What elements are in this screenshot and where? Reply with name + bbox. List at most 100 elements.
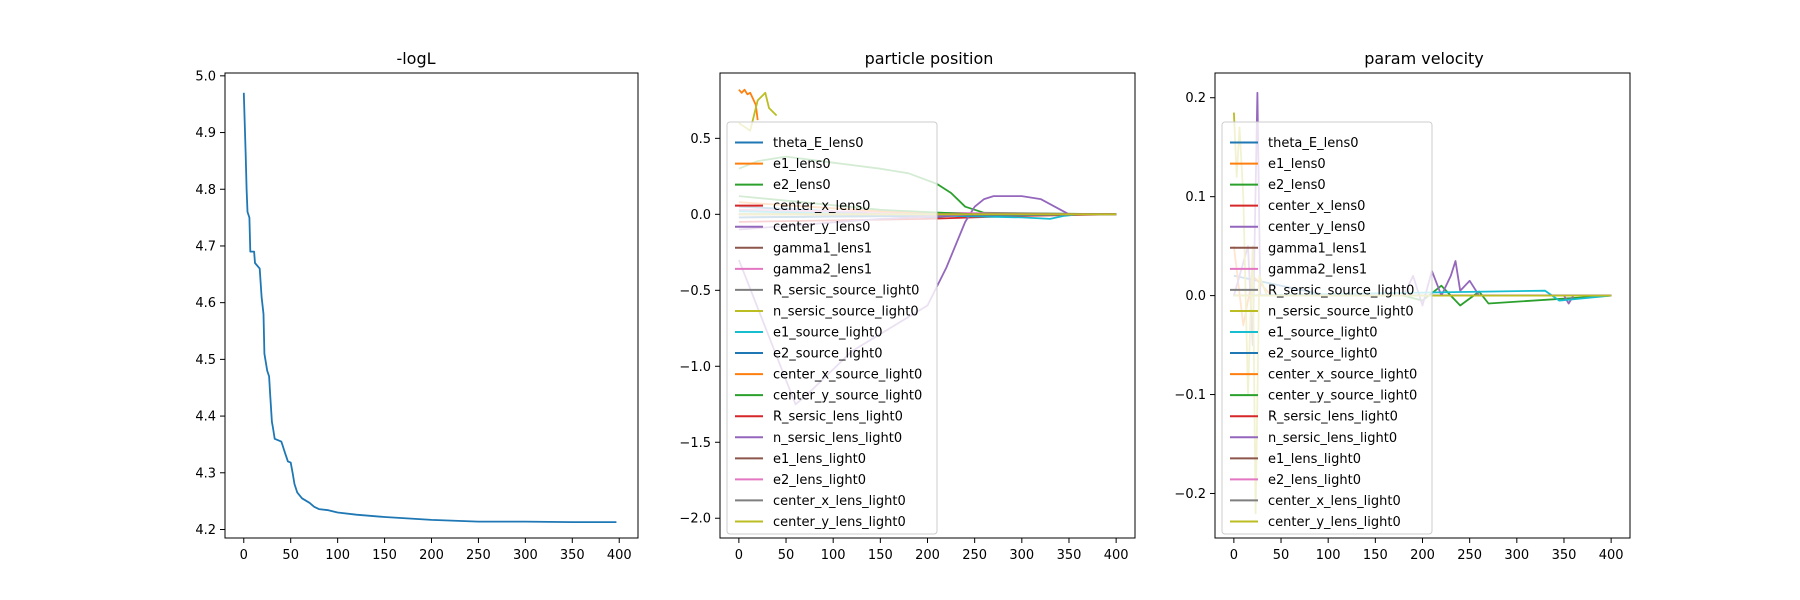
legend-box (1221, 121, 1433, 535)
x-tick-label: 100 (821, 548, 846, 563)
legend-label: theta_E_lens0 (1268, 136, 1359, 151)
legend-label: center_y_source_light0 (773, 389, 922, 404)
y-tick-label: 4.8 (195, 183, 216, 198)
x-tick-label: 350 (1057, 548, 1082, 563)
x-tick-label: 350 (560, 548, 585, 563)
x-tick-label: 250 (466, 548, 491, 563)
legend-label: e1_lens0 (1268, 157, 1326, 172)
y-tick-label: 0.0 (1185, 289, 1206, 304)
x-tick-label: 150 (372, 548, 397, 563)
legend-label: center_y_source_light0 (1268, 389, 1417, 404)
legend-label: gamma2_lens1 (773, 262, 872, 277)
param-velocity-panel: param velocity 0 50 100 150 200 250 300 350 400 −… (1174, 49, 1631, 563)
legend-label: center_y_lens_light0 (773, 515, 906, 530)
neg-log-likelihood-panel: -logL 0 50 100 150 200 250 300 350 400 4.2 4.3 4.4 4… (195, 49, 639, 563)
y-tick-label: −0.2 (1174, 487, 1206, 502)
chart-title: param velocity (1364, 49, 1484, 68)
x-tick-label: 200 (1410, 548, 1435, 563)
legend-label: center_y_lens_light0 (1268, 515, 1401, 530)
chart-title: -logL (396, 49, 435, 68)
legend-label: center_x_source_light0 (1268, 368, 1417, 383)
legend-label: R_sersic_source_light0 (1268, 283, 1414, 298)
legend-label: e2_lens_light0 (773, 473, 866, 488)
plot-area: 0 50 100 150 200 250 300 350 400 −0.2 −0.1 0.0 0.1 0.… (1174, 72, 1631, 563)
x-tick-label: 250 (1457, 548, 1482, 563)
legend-label: e1_lens0 (773, 157, 831, 172)
y-tick-label: −1.5 (679, 436, 711, 451)
x-tick-label: 150 (1363, 548, 1388, 563)
x-tick-label: 150 (868, 548, 893, 563)
plot-area: 0 50 100 150 200 250 300 350 400 4.2 4.3 4.4 4.5 4.6 4… (195, 69, 639, 563)
legend-label: n_sersic_lens_light0 (773, 431, 902, 446)
x-tick-label: 100 (325, 548, 350, 563)
x-tick-label: 0 (240, 548, 248, 563)
legend-label: theta_E_lens0 (773, 136, 864, 151)
legend-label: center_x_lens0 (773, 199, 870, 214)
legend-label: e1_lens_light0 (773, 452, 866, 467)
legend-label: center_x_lens_light0 (773, 494, 906, 509)
y-tick-label: −1.0 (679, 360, 711, 375)
legend-label: e2_source_light0 (1268, 347, 1378, 362)
y-tick-label: 0.5 (690, 132, 711, 147)
x-tick-label: 200 (915, 548, 940, 563)
legend-label: n_sersic_source_light0 (773, 304, 919, 319)
x-tick-label: 400 (607, 548, 632, 563)
legend-label: R_sersic_source_light0 (773, 283, 919, 298)
legend-label: e2_lens0 (773, 178, 831, 193)
y-tick-label: 4.9 (195, 126, 216, 141)
legend-label: center_y_lens0 (773, 220, 870, 235)
y-tick-label: 0.1 (1185, 190, 1206, 205)
chart-title: particle position (865, 49, 994, 68)
legend-label: gamma2_lens1 (1268, 262, 1367, 277)
x-tick-label: 400 (1104, 548, 1129, 563)
legend: theta_E_lens0 e1_lens0 e2_lens0 center_x_le… (726, 121, 938, 535)
legend-label: center_x_lens0 (1268, 199, 1365, 214)
legend-label: e1_source_light0 (1268, 326, 1378, 341)
legend-label: gamma1_lens1 (773, 241, 872, 256)
series-group (242, 92, 617, 523)
series-line-series-0 (242, 92, 617, 523)
x-tick-label: 300 (1504, 548, 1529, 563)
x-tick-label: 400 (1599, 548, 1624, 563)
y-tick-label: −0.5 (679, 284, 711, 299)
legend-label: n_sersic_lens_light0 (1268, 431, 1397, 446)
particle-position-panel: particle position 0 50 100 150 200 250 300 350 4… (679, 49, 1136, 563)
legend-label: R_sersic_lens_light0 (1268, 410, 1398, 425)
y-tick-label: 4.4 (195, 410, 216, 425)
y-tick-label: 0.0 (690, 208, 711, 223)
x-tick-label: 100 (1316, 548, 1341, 563)
x-tick-label: 50 (1273, 548, 1290, 563)
y-tick-label: 4.5 (195, 353, 216, 368)
x-tick-label: 350 (1552, 548, 1577, 563)
legend-label: center_x_source_light0 (773, 368, 922, 383)
legend: theta_E_lens0 e1_lens0 e2_lens0 center_x_le… (1221, 121, 1433, 535)
x-tick-label: 300 (1009, 548, 1034, 563)
x-tick-label: 0 (1230, 548, 1238, 563)
y-tick-label: 4.7 (195, 239, 216, 254)
y-tick-label: 4.6 (195, 296, 216, 311)
series-line-e1_lens0 (738, 88, 759, 121)
x-tick-label: 300 (513, 548, 538, 563)
y-tick-label: −2.0 (679, 512, 711, 527)
plot-area: 0 50 100 150 200 250 300 350 400 −2.0 −1.5 −1.0 −0.5… (679, 72, 1136, 563)
y-tick-label: 4.2 (195, 523, 216, 538)
legend-label: center_y_lens0 (1268, 220, 1365, 235)
y-tick-label: 4.3 (195, 466, 216, 481)
x-tick-label: 50 (282, 548, 299, 563)
y-tick-label: 5.0 (195, 69, 216, 84)
legend-label: center_x_lens_light0 (1268, 494, 1401, 509)
x-tick-label: 50 (778, 548, 795, 563)
legend-label: e2_lens0 (1268, 178, 1326, 193)
x-tick-label: 250 (962, 548, 987, 563)
x-tick-label: 0 (735, 548, 743, 563)
legend-label: e1_source_light0 (773, 326, 883, 341)
legend-label: e2_lens_light0 (1268, 473, 1361, 488)
x-tick-label: 200 (419, 548, 444, 563)
legend-label: e1_lens_light0 (1268, 452, 1361, 467)
y-tick-label: −0.1 (1174, 388, 1206, 403)
y-tick-label: 0.2 (1185, 91, 1206, 106)
legend-box (726, 121, 938, 535)
legend-label: n_sersic_source_light0 (1268, 304, 1414, 319)
legend-label: gamma1_lens1 (1268, 241, 1367, 256)
